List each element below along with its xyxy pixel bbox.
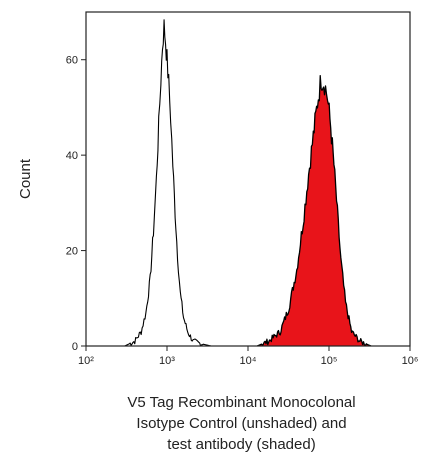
x-axis-label-line-3: test antibody (shaded)	[167, 436, 316, 453]
ticks-layer: 10² 10³ 10⁴ 10⁵ 10⁶ 0 20 40 60	[66, 55, 419, 367]
x-axis-label-line-1: V5 Tag Recombinant Monocolonal	[127, 394, 356, 411]
x-tick-label: 10⁵	[321, 355, 338, 367]
y-tick-label: 20	[66, 246, 78, 258]
flow-cytometry-histogram: 10² 10³ 10⁴ 10⁵ 10⁶ 0 20 40 60 Count	[17, 11, 419, 367]
x-axis-label: V5 Tag Recombinant Monocolonal Isotype C…	[60, 392, 423, 455]
x-tick-label: 10³	[159, 355, 175, 367]
x-axis-label-line-2: Isotype Control (unshaded) and	[136, 415, 347, 432]
test-antibody-histogram	[256, 75, 372, 347]
series-layer	[124, 19, 372, 347]
x-tick-label: 10⁶	[402, 355, 419, 367]
isotype-control-histogram	[124, 19, 212, 347]
y-tick-label: 0	[72, 341, 78, 353]
y-tick-label: 60	[66, 55, 78, 67]
plot-frame	[85, 11, 411, 347]
y-tick-label: 40	[66, 150, 78, 162]
y-axis-label: Count	[17, 158, 34, 199]
x-tick-label: 10²	[78, 355, 94, 367]
x-tick-label: 10⁴	[240, 355, 257, 367]
